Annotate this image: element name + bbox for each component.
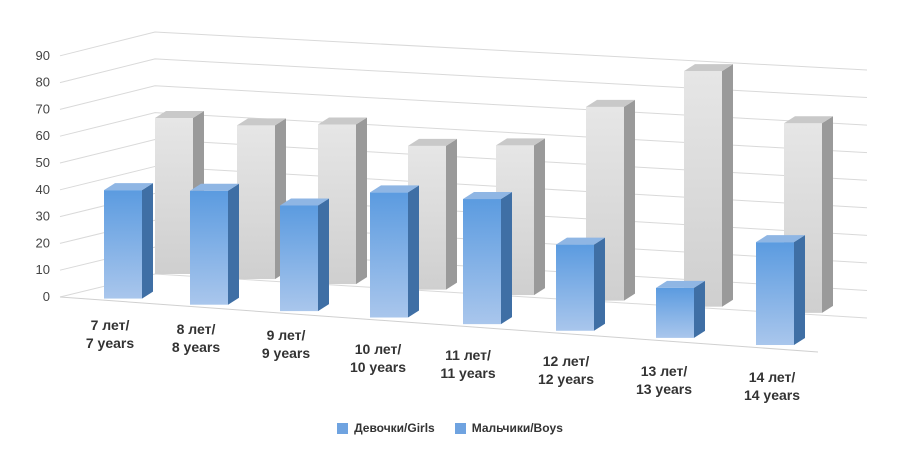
bar-top-face [656, 280, 705, 288]
y-tick-label: 90 [36, 48, 50, 63]
bar-front-face [190, 190, 228, 305]
x-tick-label: 13 лет/13 years [636, 363, 692, 397]
bar-side-face [822, 116, 833, 313]
bar-front-face [280, 205, 318, 312]
bar-top-face [784, 116, 833, 124]
bar-girls [190, 183, 239, 305]
bar-side-face [594, 237, 605, 331]
bar-top-face [756, 235, 805, 243]
bar-top-face [370, 185, 419, 193]
y-tick-label: 70 [36, 101, 50, 116]
bar-side-face [318, 198, 329, 312]
y-tick-label: 80 [36, 75, 50, 90]
bar-side-face [446, 138, 457, 290]
bar-top-face [155, 111, 204, 119]
bar-front-face [684, 71, 722, 307]
bar-side-face [534, 138, 545, 296]
x-tick-label: 9 лет/9 years [262, 327, 310, 361]
bar-top-face [684, 64, 733, 72]
bar-girls [556, 237, 605, 331]
bar-top-face [280, 198, 329, 206]
bar-girls [756, 235, 805, 346]
bar-side-face [624, 99, 635, 301]
bar-side-face [694, 280, 705, 338]
bar-boys [237, 118, 286, 280]
bar-front-face [370, 192, 408, 318]
x-tick-label: 8 лет/8 years [172, 321, 220, 355]
y-tick-label: 20 [36, 235, 50, 250]
bar-top-face [190, 183, 239, 191]
x-tick-label: 14 лет/14 years [744, 369, 800, 403]
legend-label-boys: Мальчики/Boys [471, 421, 563, 435]
legend-swatch-girls [337, 422, 349, 434]
y-tick-label: 0 [43, 289, 50, 304]
y-tick-label: 60 [36, 128, 50, 143]
legend: Девочки/Girls Мальчики/Boys [0, 421, 900, 435]
x-tick-label: 11 лет/11 years [440, 347, 495, 381]
bar-top-face [586, 99, 635, 107]
bar-front-face [656, 287, 694, 338]
bar-top-face [104, 183, 153, 191]
bar-top-face [556, 237, 605, 245]
bar-side-face [356, 117, 367, 285]
bar-boys [684, 64, 733, 307]
bar-front-face [155, 118, 193, 275]
x-tick-label: 10 лет/10 years [350, 341, 406, 375]
bar-side-face [722, 64, 733, 307]
bar-top-face [496, 138, 545, 146]
bar-side-face [228, 183, 239, 305]
bar-side-face [142, 183, 153, 299]
y-tick-label: 10 [36, 262, 50, 277]
bar-side-face [501, 192, 512, 325]
bar-girls [370, 185, 419, 318]
gridline [59, 31, 868, 71]
bar-girls [463, 192, 512, 325]
bar-top-face [408, 138, 457, 146]
bar-boys [408, 138, 457, 290]
y-tick-label: 40 [36, 182, 50, 197]
y-tick-label: 30 [36, 209, 50, 224]
legend-label-girls: Девочки/Girls [354, 421, 435, 435]
bar-top-face [463, 192, 512, 200]
bar-side-face [408, 185, 419, 318]
bar-girls [280, 198, 329, 312]
x-tick-label: 7 лет/7 years [86, 317, 134, 351]
bar-girls [104, 183, 153, 299]
bar-front-face [463, 199, 501, 325]
legend-item-girls: Девочки/Girls [337, 421, 435, 435]
floor-edge [59, 296, 819, 353]
bar-front-face [104, 190, 142, 299]
bar-boys [318, 117, 367, 285]
gridline [59, 58, 868, 99]
bar-top-face [318, 117, 367, 125]
legend-swatch-boys [454, 422, 466, 434]
x-tick-label: 12 лет/12 years [538, 353, 594, 387]
bar-front-face [556, 244, 594, 331]
bar-front-face [237, 125, 275, 280]
bar-top-face [237, 118, 286, 126]
bar-side-face [794, 235, 805, 346]
y-tick-label: 50 [36, 155, 50, 170]
bar-front-face [756, 242, 794, 346]
legend-item-boys: Мальчики/Boys [454, 421, 563, 435]
bar-girls [656, 280, 705, 338]
